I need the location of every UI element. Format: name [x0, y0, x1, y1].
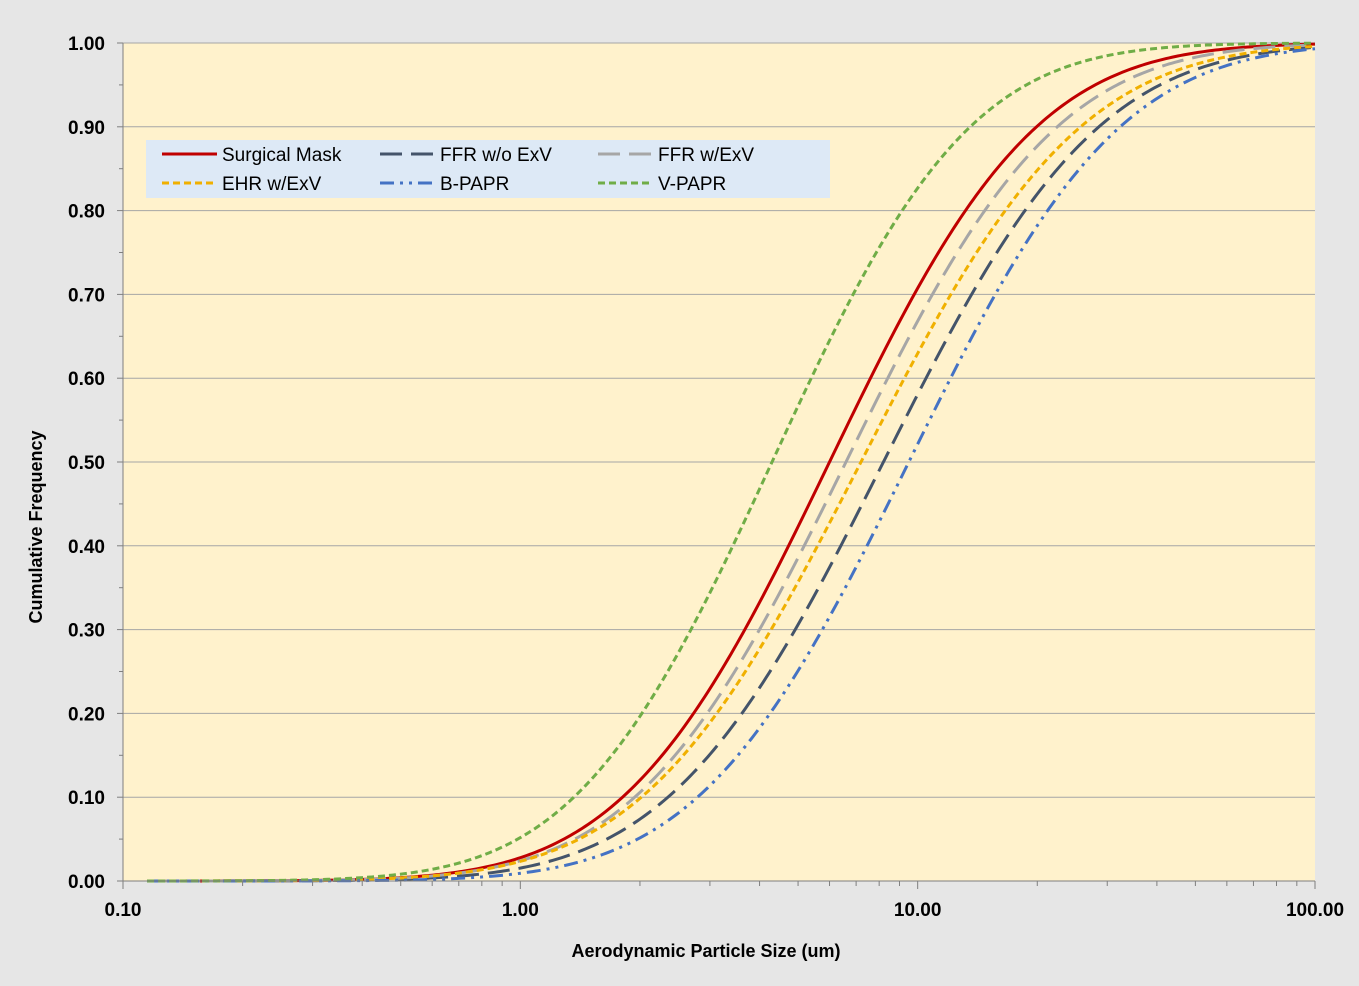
legend-label: FFR w/ExV — [658, 145, 754, 166]
legend-label: EHR w/ExV — [222, 174, 322, 195]
y-tick-label: 1.00 — [68, 34, 105, 55]
y-tick-label: 0.00 — [68, 872, 105, 893]
legend: Surgical Mask FFR w/o ExV FFR w/ExV EHR w/E… — [146, 140, 830, 198]
y-tick-label: 0.60 — [68, 369, 105, 390]
x-tick-label: 10.00 — [894, 900, 942, 921]
legend-label: FFR w/o ExV — [440, 145, 552, 166]
y-tick-label: 0.70 — [68, 285, 105, 306]
x-tick-label: 100.00 — [1286, 900, 1344, 921]
y-tick-label: 0.80 — [68, 202, 105, 223]
series-line-v-papr — [147, 41, 1316, 883]
series-line-ehr-w-exv — [147, 44, 1316, 883]
y-axis-title: Cumulative Frequency — [26, 430, 46, 623]
legend-label: Surgical Mask — [222, 145, 342, 166]
y-tick-label: 0.30 — [68, 621, 105, 642]
y-tick-label: 0.20 — [68, 704, 105, 725]
y-tick-label: 0.10 — [68, 788, 105, 809]
y-tick-label: 0.50 — [68, 453, 105, 474]
legend-label: B-PAPR — [440, 174, 509, 195]
legend-label: V-PAPR — [658, 174, 726, 195]
y-tick-label: 0.90 — [68, 118, 105, 139]
axis-layer: 0.000.100.200.300.400.500.600.700.800.90… — [68, 34, 1344, 921]
y-tick-label: 0.40 — [68, 537, 105, 558]
legend-box — [146, 140, 830, 198]
x-tick-label: 0.10 — [105, 900, 142, 921]
x-axis-title: Aerodynamic Particle Size (um) — [571, 941, 840, 961]
x-tick-label: 1.00 — [502, 900, 539, 921]
grid-layer — [123, 42, 1315, 798]
